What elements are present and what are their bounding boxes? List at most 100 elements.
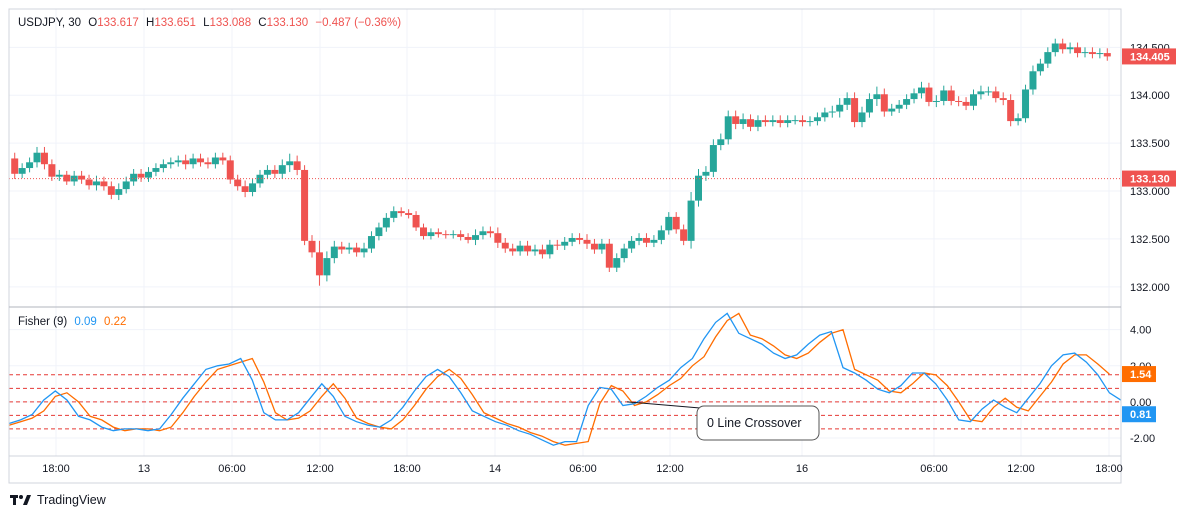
- candle: [932, 95, 940, 108]
- price-tick-label: 132.500: [1130, 234, 1170, 246]
- candle: [546, 239, 554, 259]
- candle: [494, 227, 502, 248]
- candle: [382, 213, 390, 232]
- candle: [821, 107, 829, 122]
- indicator-tick-label: 0.00: [1130, 397, 1151, 409]
- low-label: L: [203, 17, 210, 29]
- candle: [501, 237, 509, 253]
- candle: [1022, 84, 1030, 123]
- brand-name: TradingView: [37, 493, 106, 507]
- fisher-value: 0.09: [74, 316, 97, 328]
- time-tick-label: 18:00: [1095, 463, 1123, 475]
- candle: [650, 235, 658, 248]
- candle: [315, 240, 323, 286]
- candle: [26, 157, 34, 173]
- candle: [955, 96, 963, 107]
- candle: [806, 116, 814, 127]
- candle: [174, 155, 182, 167]
- candle: [48, 159, 56, 181]
- candle: [278, 159, 286, 179]
- candle: [665, 212, 673, 235]
- time-tick-label: 12:00: [656, 463, 684, 475]
- candle: [962, 97, 970, 111]
- candle: [769, 115, 777, 127]
- candle: [420, 223, 427, 240]
- candle: [754, 115, 762, 132]
- candle: [271, 165, 279, 179]
- symbol-legend[interactable]: USDJPY, 30 O133.617 H133.651 L133.088 C1…: [18, 17, 401, 29]
- price-tick-label: 132.000: [1130, 282, 1170, 294]
- candle: [1059, 38, 1067, 54]
- candle: [204, 157, 212, 169]
- tradingview-logo[interactable]: TradingView: [10, 493, 106, 507]
- candle: [761, 115, 769, 127]
- candle: [1051, 38, 1059, 57]
- time-tick-label: 12:00: [306, 463, 334, 475]
- candle: [851, 92, 859, 128]
- fisher-line: [8, 312, 1122, 446]
- candle: [63, 170, 71, 185]
- candle: [642, 233, 650, 248]
- candle: [405, 209, 413, 219]
- candle: [590, 238, 598, 254]
- candle: [33, 146, 41, 168]
- trigger-value-tag: 1.54: [1122, 366, 1156, 383]
- indicator-tick-label: -2.00: [1130, 433, 1155, 445]
- candle: [115, 183, 123, 201]
- candle: [516, 240, 524, 256]
- candle: [687, 191, 695, 249]
- candle: [197, 153, 205, 167]
- candle: [1014, 113, 1022, 126]
- candle: [375, 222, 383, 241]
- candle: [479, 226, 487, 240]
- candle: [1088, 47, 1096, 59]
- candle: [598, 238, 606, 254]
- chart-frame: [8, 8, 1122, 484]
- annotation-pointer: [626, 401, 701, 409]
- time-axis[interactable]: 18:00 13 06:00 12:00 18:00 14 06:00 12:00 16 06:0…: [42, 463, 1123, 475]
- candle: [107, 181, 115, 200]
- time-tick-label: 16: [796, 463, 808, 475]
- crossover-annotation: 0 Line Crossover: [626, 401, 820, 441]
- candle: [137, 168, 145, 182]
- time-tick-label: 06:00: [218, 463, 246, 475]
- candle: [561, 237, 569, 250]
- candle: [813, 112, 821, 126]
- candle: [301, 165, 309, 246]
- candle: [464, 233, 472, 244]
- candle: [457, 230, 465, 241]
- candle: [167, 157, 175, 169]
- candle: [234, 174, 242, 191]
- candle: [635, 233, 643, 246]
- candle: [1074, 42, 1082, 58]
- high-value: 133.651: [154, 17, 196, 29]
- candle: [323, 251, 331, 282]
- candle: [903, 94, 911, 110]
- candle: [917, 81, 925, 99]
- price-axis[interactable]: 134.500134.000133.500133.000132.500132.0…: [1130, 42, 1170, 294]
- candle: [992, 86, 1000, 103]
- candle: [947, 85, 955, 106]
- candle: [843, 92, 851, 110]
- candle: [263, 165, 271, 180]
- candle: [747, 114, 755, 132]
- candle: [345, 242, 353, 254]
- candle: [605, 238, 613, 272]
- candle: [360, 242, 368, 258]
- price-tick-label: 133.000: [1130, 186, 1170, 198]
- candle: [189, 153, 197, 169]
- indicator-legend[interactable]: Fisher (9) 0.09 0.22: [18, 316, 126, 328]
- indicator-axis[interactable]: 4.002.000.00-2.00: [1130, 325, 1155, 445]
- candle: [1044, 47, 1052, 68]
- candle: [256, 169, 264, 188]
- candle: [219, 152, 227, 165]
- candle: [925, 82, 933, 107]
- candle: [613, 253, 621, 272]
- candle: [92, 175, 100, 191]
- candle: [657, 225, 665, 245]
- trigger-line: [8, 312, 1110, 446]
- candle: [122, 176, 130, 194]
- annotation-text: 0 Line Crossover: [707, 416, 802, 430]
